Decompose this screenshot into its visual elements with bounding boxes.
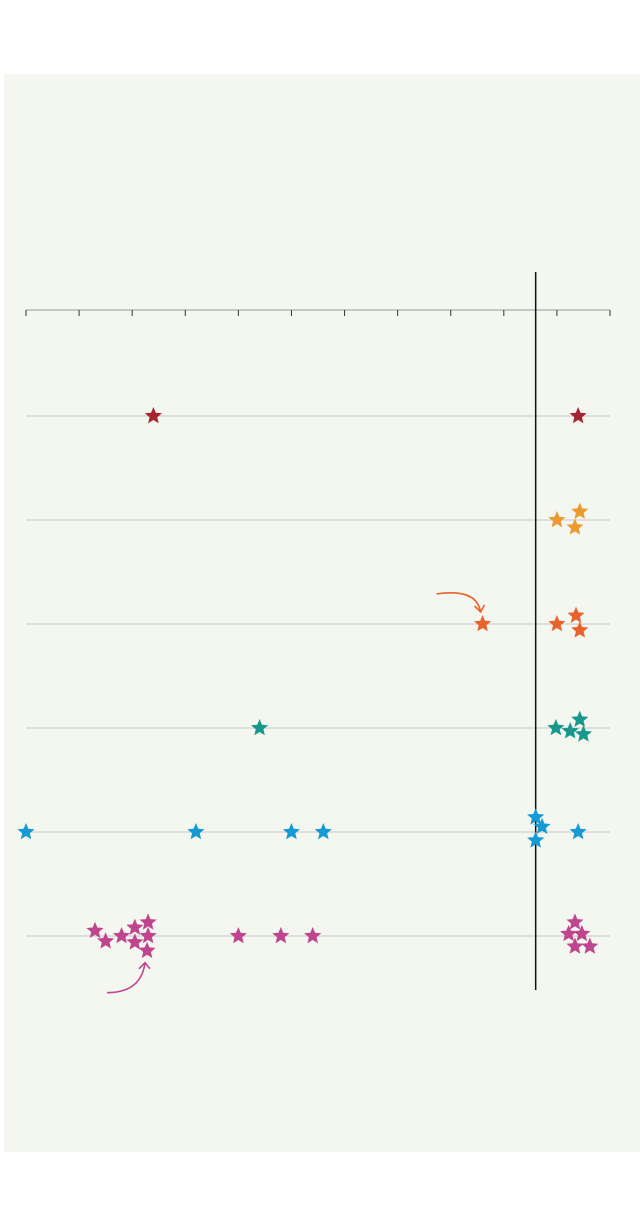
star-point-row0-0	[144, 407, 162, 424]
star-point-row2-0	[474, 615, 492, 632]
annotation-arrow-0	[436, 592, 482, 613]
grid-layer	[26, 415, 610, 937]
annotation-layer	[107, 592, 486, 994]
star-point-row3-0	[251, 719, 269, 736]
star-point-row4-5	[533, 817, 551, 835]
star-point-row3-1	[547, 719, 565, 736]
star-point-row3-3	[571, 710, 589, 727]
star-point-row5-11	[566, 913, 584, 930]
star-point-row5-3	[126, 918, 144, 935]
star-point-row5-10	[304, 927, 322, 944]
star-point-row1-0	[548, 511, 566, 528]
star-point-row2-2	[567, 606, 585, 623]
star-point-row0-1	[569, 407, 587, 424]
star-point-row4-1	[187, 823, 205, 840]
star-point-row5-12	[560, 924, 578, 942]
star-point-row1-1	[571, 502, 589, 519]
annotation-arrow-1	[107, 962, 146, 994]
star-point-row5-14	[566, 937, 584, 954]
star-point-row4-3	[314, 823, 332, 840]
chart-svg	[17, 272, 611, 994]
annotation-arrowhead-1	[138, 961, 151, 970]
star-point-row1-2	[566, 518, 584, 535]
star-point-row5-4	[139, 913, 157, 930]
star-point-row2-1	[548, 615, 566, 632]
star-point-row4-0	[17, 823, 35, 840]
star-point-row5-13	[573, 924, 591, 942]
star-point-row5-2	[113, 927, 131, 944]
star-point-row3-4	[574, 725, 593, 742]
star-point-row5-1	[97, 932, 115, 949]
chart-panel	[4, 74, 640, 1152]
star-point-row5-9	[272, 927, 290, 944]
points-layer	[17, 407, 599, 958]
annotation-arrowhead-0	[474, 604, 486, 614]
star-point-row5-6	[139, 927, 157, 944]
star-point-row4-6	[527, 831, 545, 848]
star-point-row4-4	[527, 808, 545, 825]
star-point-row5-8	[229, 927, 247, 944]
star-point-row4-2	[282, 823, 301, 840]
star-point-row5-15	[581, 937, 599, 954]
x-axis	[25, 309, 611, 316]
star-point-row5-7	[138, 941, 156, 958]
star-point-row5-5	[126, 933, 144, 950]
star-point-row5-0	[86, 921, 104, 939]
star-point-row4-7	[569, 823, 587, 840]
star-point-row3-2	[561, 722, 579, 739]
star-point-row2-3	[571, 621, 589, 638]
